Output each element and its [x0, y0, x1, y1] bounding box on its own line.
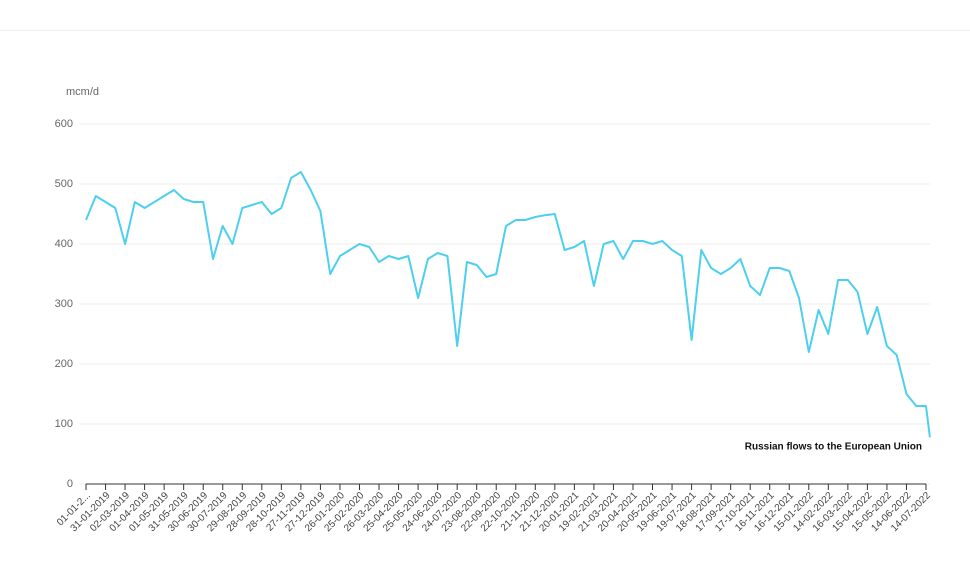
y-axis-label: mcm/d [66, 86, 99, 98]
y-tick-label: 100 [55, 418, 73, 430]
y-tick-label: 500 [55, 178, 73, 190]
y-tick-label: 400 [55, 238, 73, 250]
y-tick-label: 300 [55, 298, 73, 310]
series-line [85, 171, 931, 438]
y-tick-label: 200 [55, 358, 73, 370]
y-tick-label: 600 [55, 118, 73, 130]
y-tick-label: 0 [67, 478, 73, 490]
series-label: Russian flows to the European Union [745, 442, 922, 453]
